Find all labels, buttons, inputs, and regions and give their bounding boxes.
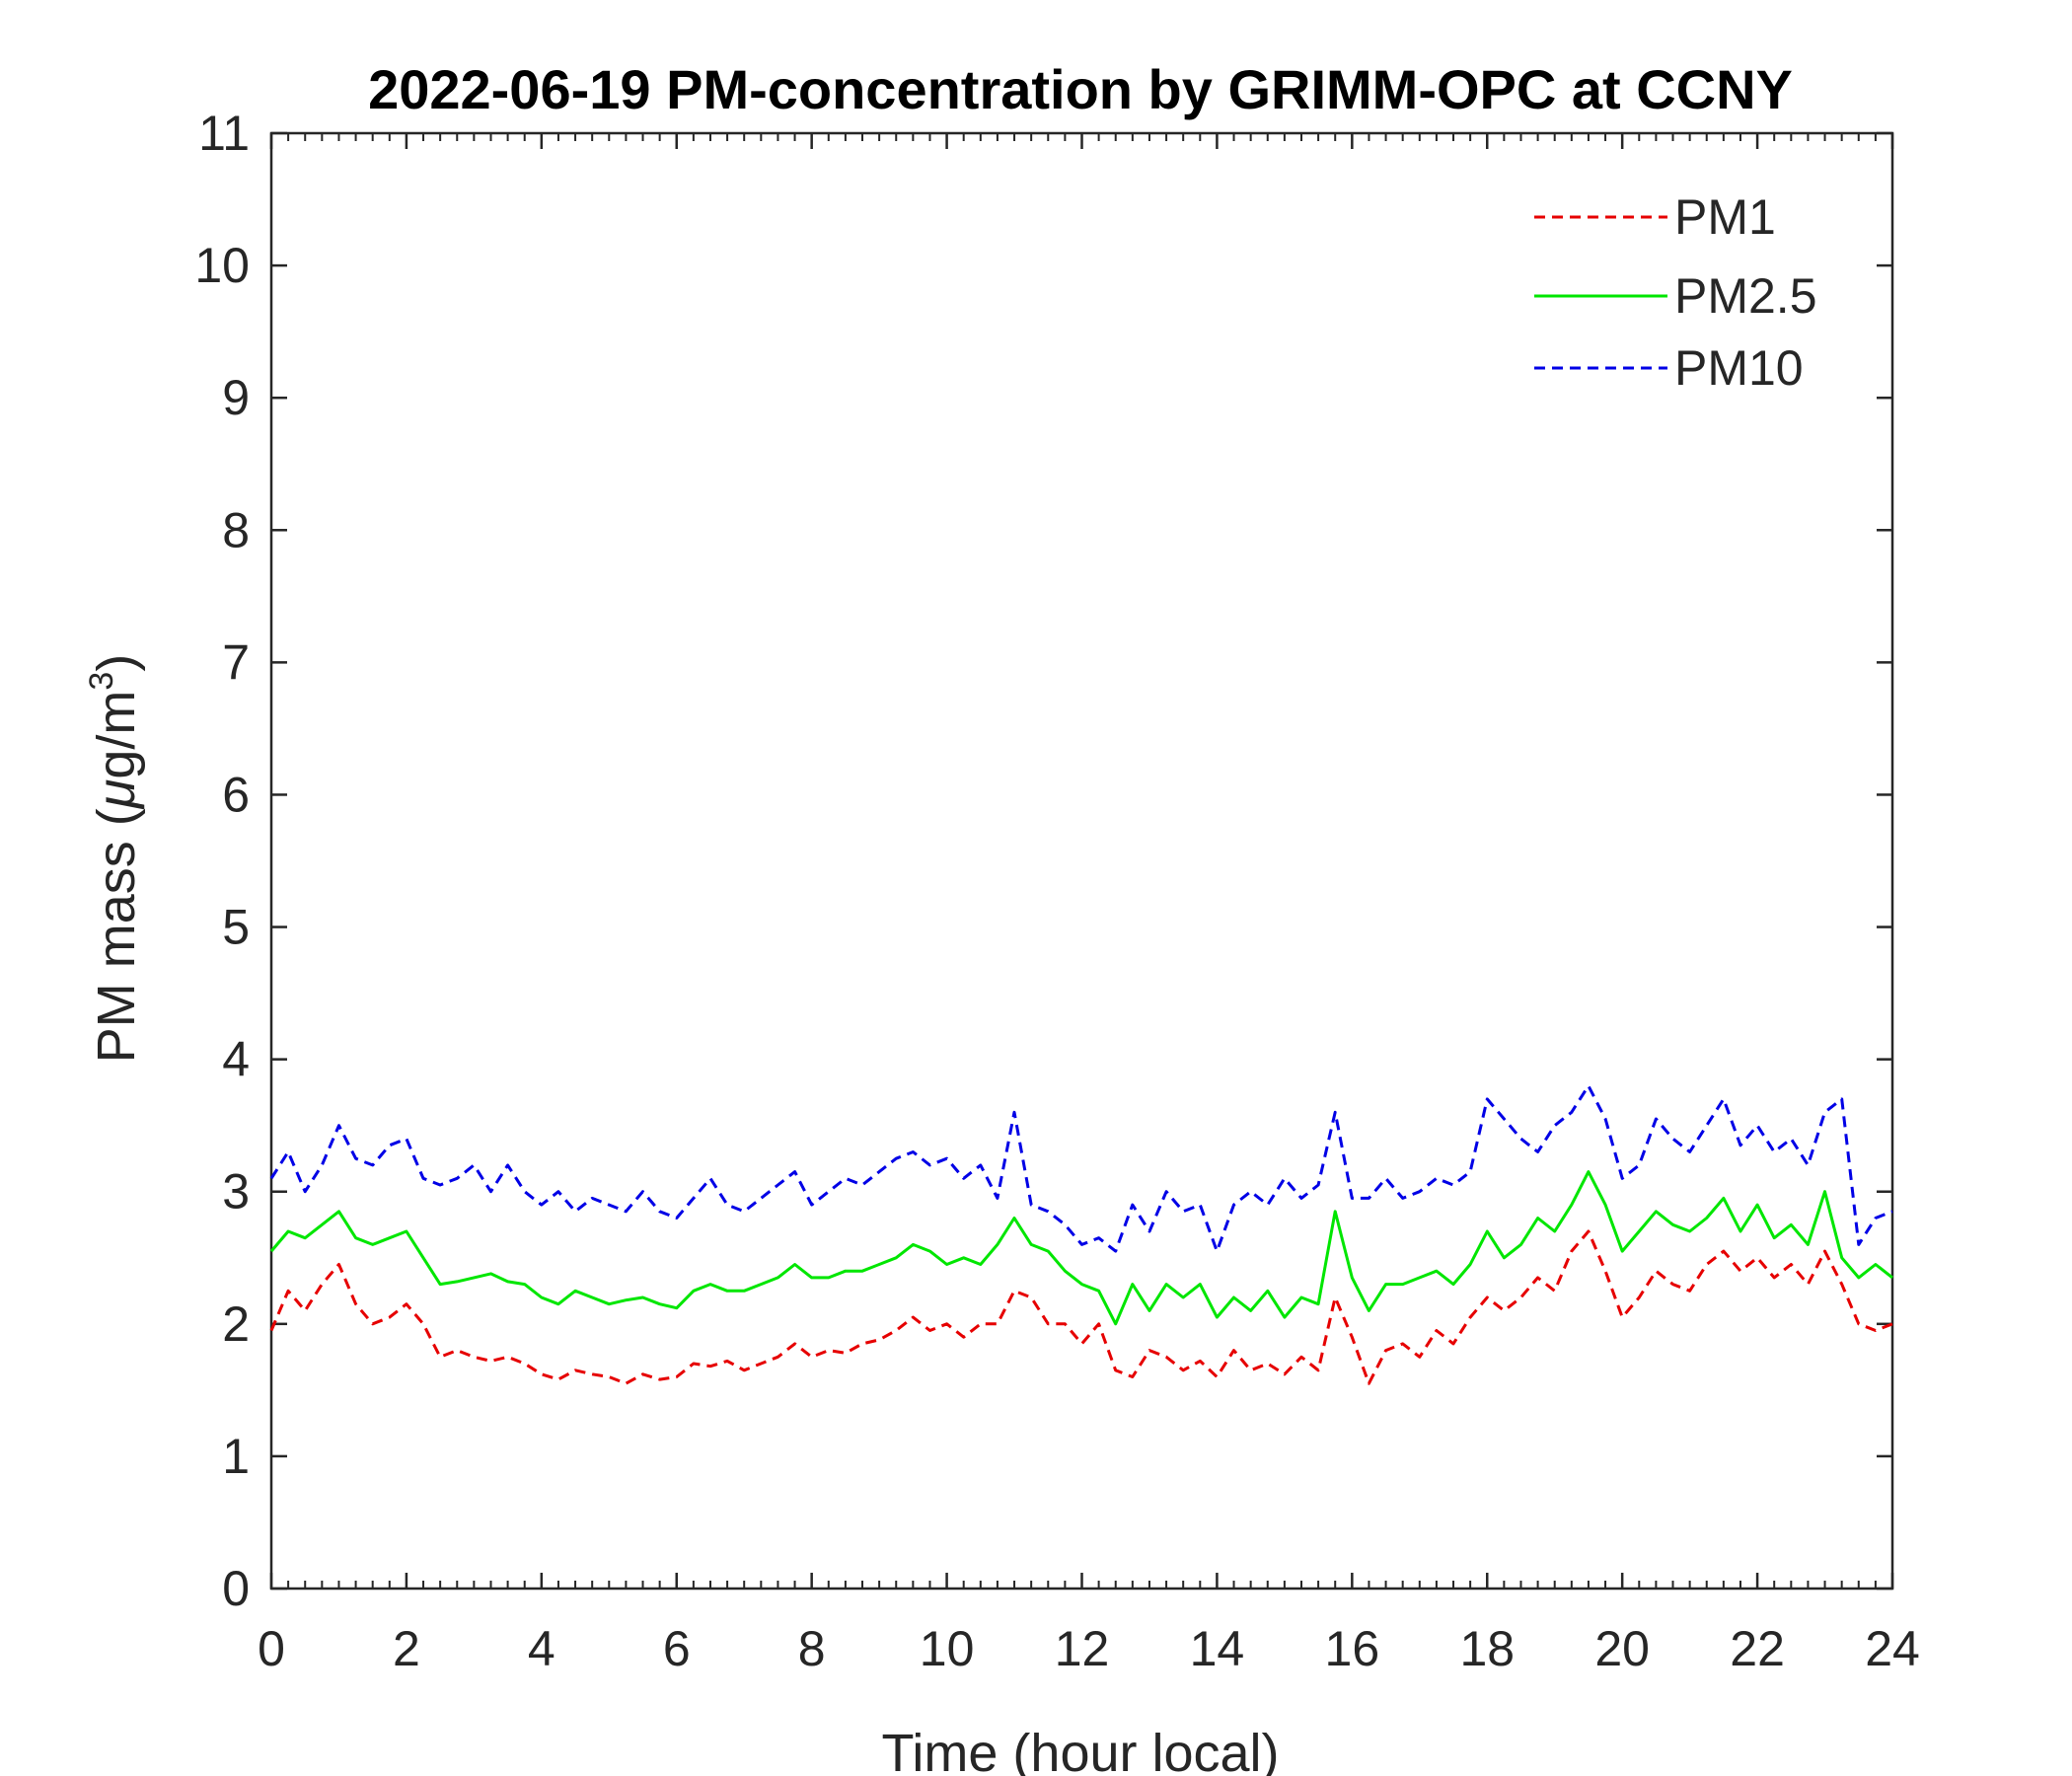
y-axis-label-suffix: ) — [87, 654, 146, 672]
x-tick-label: 14 — [1190, 1621, 1245, 1676]
x-tick-label: 2 — [393, 1621, 420, 1676]
y-tick-label: 7 — [222, 634, 250, 690]
x-tick-label: 16 — [1325, 1621, 1380, 1676]
y-tick-label: 4 — [222, 1032, 250, 1087]
y-tick-label: 10 — [194, 238, 250, 293]
x-tick-label: 22 — [1730, 1621, 1785, 1676]
chart-title: 2022-06-19 PM-concentration by GRIMM-OPC… — [368, 58, 1793, 120]
x-tick-label: 20 — [1594, 1621, 1650, 1676]
x-tick-label: 4 — [528, 1621, 555, 1676]
y-axis-label: PM mass (μg/m3) — [83, 654, 146, 1064]
y-axis-label-prefix: PM mass ( — [87, 808, 146, 1063]
y-tick-label: 0 — [222, 1561, 250, 1616]
legend-label: PM10 — [1674, 340, 1804, 396]
y-tick-label: 9 — [222, 370, 250, 425]
x-tick-label: 10 — [920, 1621, 975, 1676]
x-tick-label: 18 — [1459, 1621, 1515, 1676]
y-axis-label-superscript: 3 — [83, 672, 120, 691]
x-tick-label: 24 — [1865, 1621, 1920, 1676]
x-tick-label: 6 — [663, 1621, 691, 1676]
y-tick-label: 2 — [222, 1296, 250, 1352]
legend-label: PM1 — [1674, 189, 1776, 245]
x-tick-label: 0 — [258, 1621, 285, 1676]
y-tick-label: 11 — [198, 106, 250, 161]
legend: PM1 PM2.5 PM10 — [1534, 189, 1817, 396]
y-axis-label-mu: μ — [87, 779, 146, 811]
x-tick-label: 8 — [798, 1621, 826, 1676]
y-tick-label: 1 — [222, 1429, 250, 1484]
x-axis-label: Time (hour local) — [881, 1724, 1279, 1776]
y-tick-label: 5 — [222, 900, 250, 955]
y-tick-label: 3 — [222, 1164, 250, 1220]
y-axis-label-unit: g/m — [87, 691, 146, 779]
legend-label: PM2.5 — [1674, 268, 1817, 324]
y-tick-label: 6 — [222, 767, 250, 822]
x-tick-label: 12 — [1055, 1621, 1110, 1676]
series-line-pm10 — [269, 1084, 1893, 1253]
y-tick-label: 8 — [222, 502, 250, 557]
series-line-pm2-5 — [269, 1170, 1893, 1326]
